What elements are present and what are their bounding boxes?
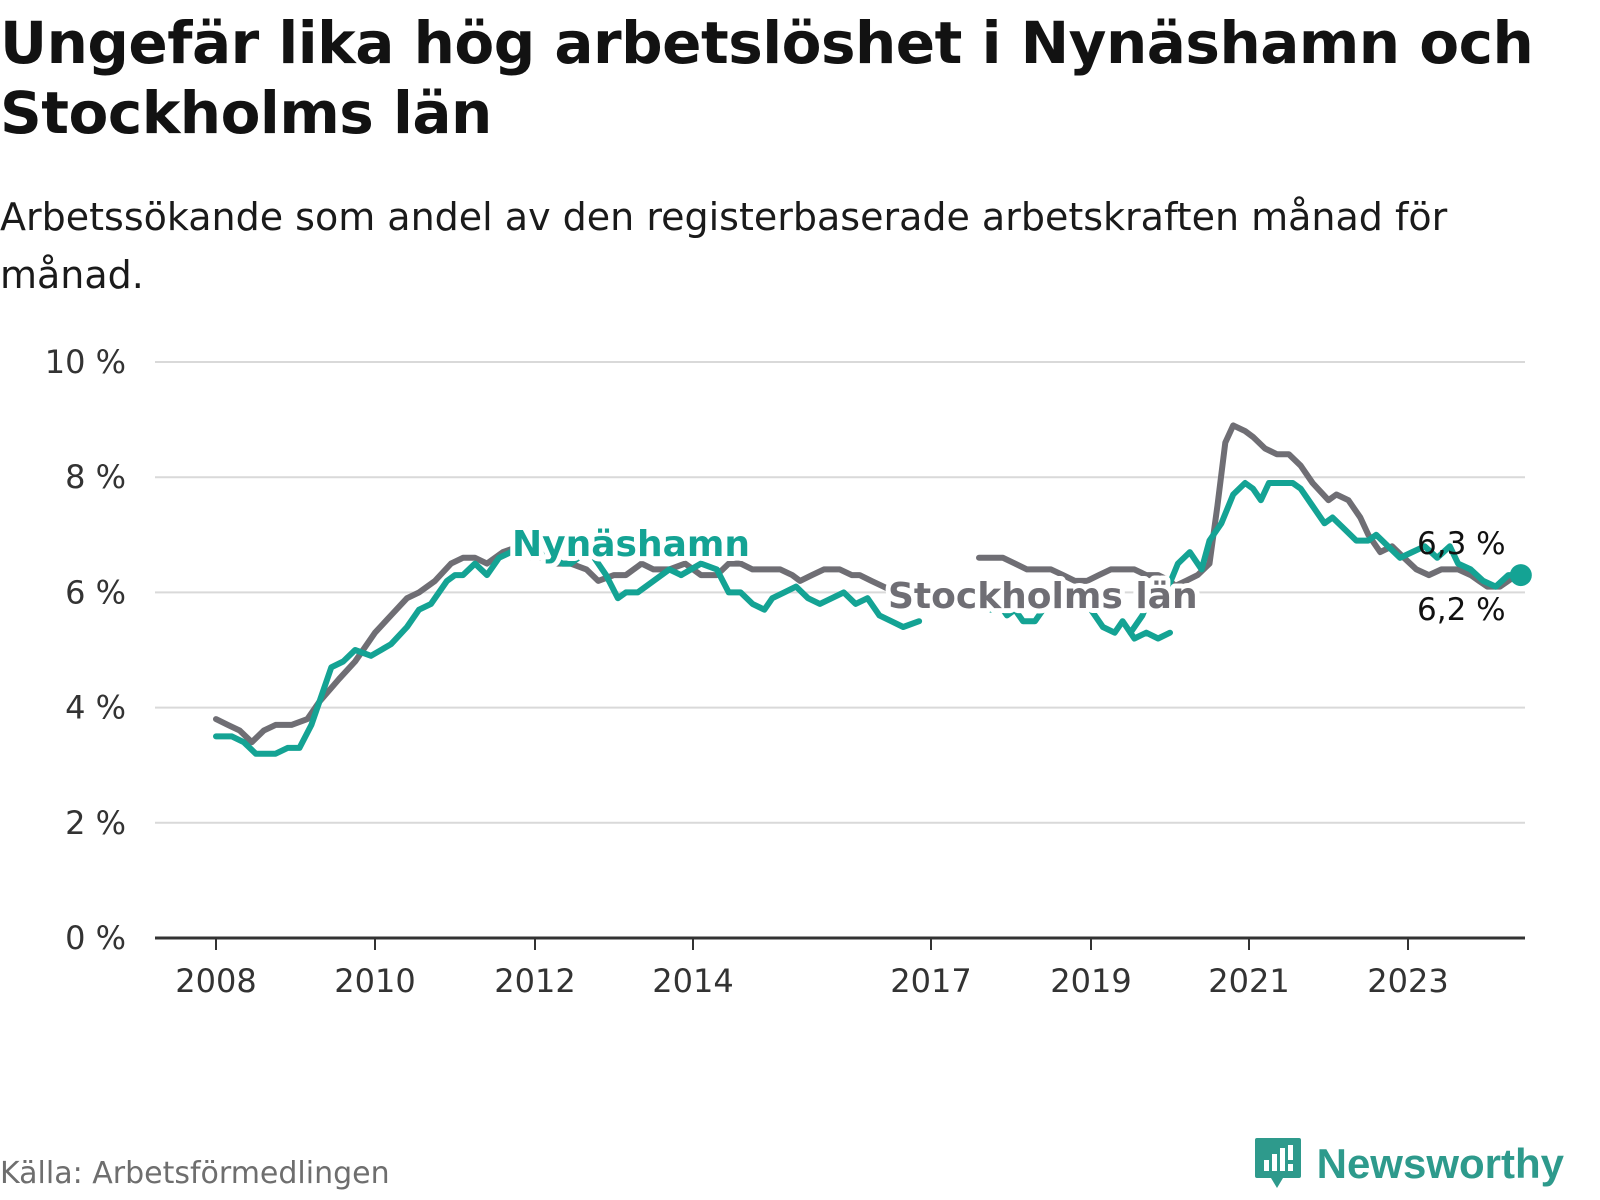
source-note: Källa: Arbetsförmedlingen [0, 1156, 390, 1191]
y-tick-label: 8 % [65, 458, 126, 496]
x-axis: 2008 2010 2012 2014 2017 2019 2021 2023 [155, 936, 1525, 1000]
line-nynashamn-mid [678, 560, 923, 630]
end-value-nynashamn: 6,3 % [1417, 526, 1506, 562]
x-tick-label: 2012 [494, 962, 575, 1000]
line-nynashamn [213, 526, 685, 757]
line-stockholm-mid [737, 560, 911, 596]
x-tick-label: 2023 [1367, 962, 1448, 1000]
x-tick-label: 2021 [1208, 962, 1289, 1000]
line-chart: 0 % 2 % 4 % 6 % 8 % 10 % 2008 2010 2012 2014 2017… [45, 343, 1532, 1000]
y-tick-label: 10 % [45, 343, 126, 381]
y-tick-label: 0 % [65, 919, 126, 957]
x-tick-label: 2019 [1050, 962, 1131, 1000]
end-point-marker [1509, 564, 1532, 587]
y-tick-label: 2 % [65, 804, 126, 842]
series-labels: Nynäshamn Stockholms län 6,3 % 6,2 % [507, 519, 1506, 628]
line-nynashamn-late [976, 589, 1173, 642]
y-tick-label: 4 % [65, 689, 126, 727]
label-nynashamn: Nynäshamn [512, 524, 750, 565]
x-tick-label: 2017 [890, 962, 971, 1000]
x-tick-label: 2014 [652, 962, 733, 1000]
end-value-stockholm: 6,2 % [1417, 592, 1506, 628]
brand-name: Newsworthy [1316, 1140, 1564, 1187]
x-tick-label: 2010 [334, 962, 415, 1000]
line-nynashamn-recent [1127, 480, 1524, 636]
bar-chart-icon [1254, 1138, 1301, 1188]
chart-subtitle: Arbetssökande som andel av den registerb… [0, 195, 1448, 297]
line-stockholm-late [976, 554, 1197, 596]
x-tick-label: 2008 [175, 962, 256, 1000]
series-lines [213, 422, 1532, 757]
y-axis-ticks: 0 % 2 % 4 % 6 % 8 % 10 % [45, 343, 126, 957]
brand-logo: Newsworthy [1253, 1136, 1564, 1192]
label-stockholm: Stockholms län [888, 576, 1198, 617]
chart-title: Ungefär lika hög arbetslöshet i Nynäsham… [0, 9, 1534, 147]
y-tick-label: 6 % [65, 573, 126, 611]
line-stockholm [213, 543, 744, 746]
